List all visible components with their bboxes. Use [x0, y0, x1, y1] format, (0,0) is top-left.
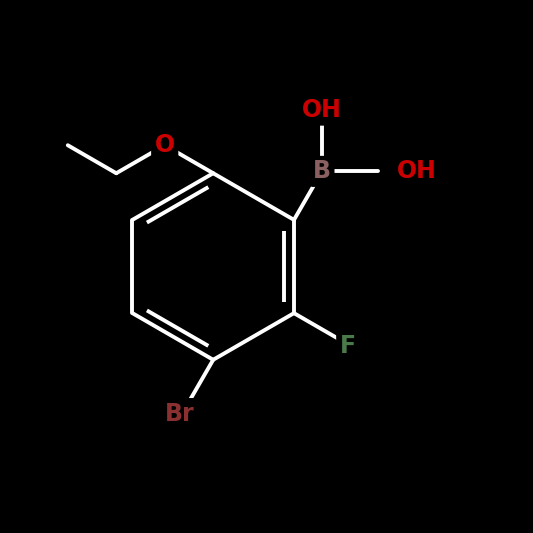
Text: OH: OH [302, 98, 342, 122]
Text: F: F [340, 334, 356, 359]
Text: Br: Br [165, 401, 195, 425]
Text: O: O [155, 133, 175, 157]
Text: OH: OH [397, 159, 437, 183]
Text: B: B [313, 159, 331, 183]
